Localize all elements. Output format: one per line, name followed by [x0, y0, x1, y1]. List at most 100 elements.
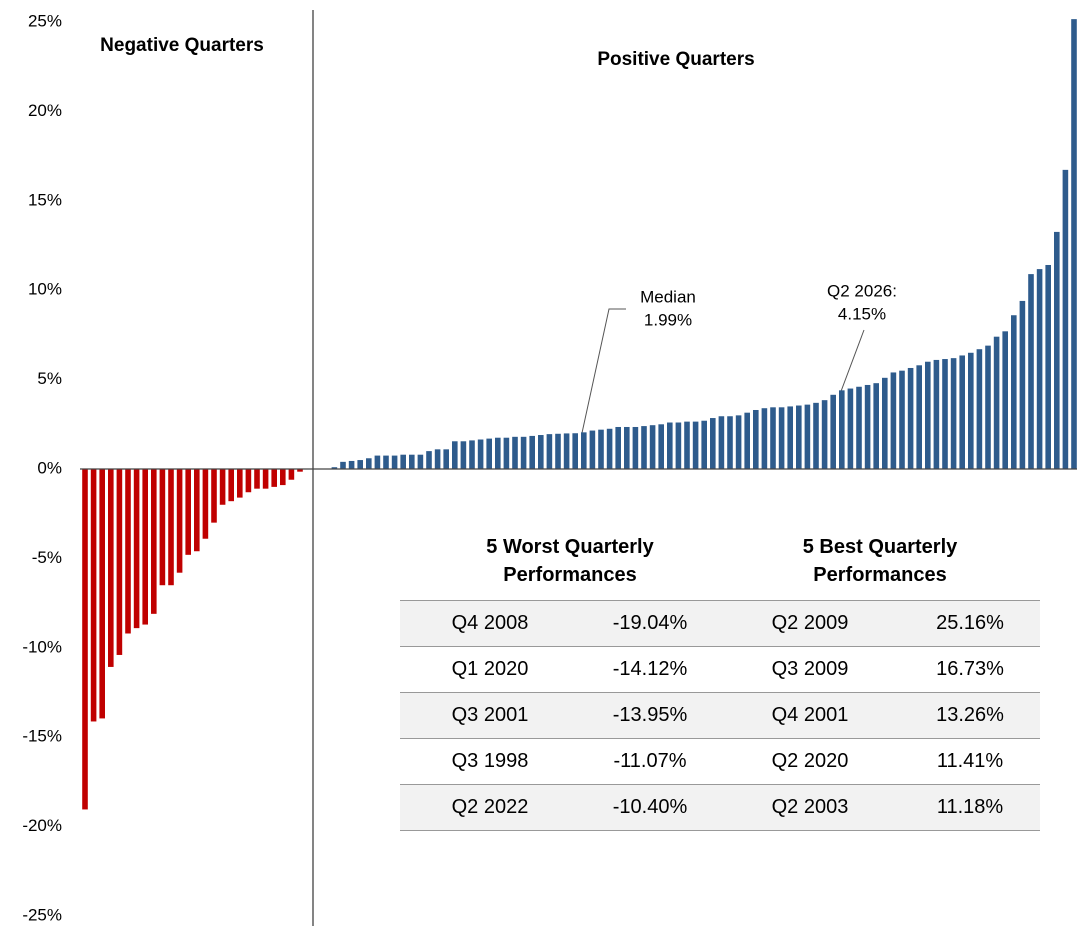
bar [667, 422, 673, 469]
bar [692, 421, 699, 469]
bar [864, 384, 871, 469]
bar [108, 469, 114, 667]
bar [469, 440, 475, 469]
bar [176, 469, 183, 573]
table-cell: 25.16% [900, 600, 1040, 647]
bar [606, 428, 613, 469]
bar [907, 367, 914, 469]
table-cell: 11.18% [900, 784, 1040, 831]
bar [254, 469, 260, 489]
leader-line [581, 308, 626, 434]
bar [116, 469, 123, 655]
table-row: Q2 2022 -10.40% Q2 2003 11.18% [400, 784, 1040, 831]
bar [839, 390, 845, 469]
bar [968, 352, 974, 469]
bar [297, 469, 303, 472]
section-label: Positive Quarters [597, 49, 754, 70]
bar [641, 426, 647, 469]
table-row: Q3 2001 -13.95% Q4 2001 13.26% [400, 692, 1040, 739]
bar [348, 460, 355, 469]
y-tick-label: -25% [22, 905, 62, 924]
bar [142, 469, 148, 625]
bar [701, 420, 707, 469]
bar [529, 435, 535, 469]
bar [649, 425, 656, 469]
table-cell: 16.73% [900, 646, 1040, 693]
table-cell: 11.41% [900, 738, 1040, 785]
bar [434, 449, 441, 469]
y-tick-label: 5% [37, 369, 62, 388]
bar [443, 449, 449, 469]
bar [847, 388, 854, 469]
leader-line [839, 329, 865, 395]
table-cell: -11.07% [580, 738, 720, 785]
bar [770, 407, 776, 469]
annotation: Q2 2026: [827, 281, 897, 300]
bar [331, 467, 338, 469]
bar [804, 404, 811, 469]
bar [228, 469, 234, 502]
bar [675, 422, 682, 469]
section-label: Negative Quarters [100, 35, 264, 56]
bar [409, 454, 415, 469]
bar [598, 429, 604, 469]
bar [787, 406, 793, 469]
bar [735, 415, 742, 469]
y-tick-label: -15% [22, 727, 62, 746]
bar [976, 349, 983, 469]
table-cell: Q1 2020 [400, 646, 580, 693]
table-cell: Q3 1998 [400, 738, 580, 785]
bar [159, 469, 166, 586]
bar [882, 377, 888, 469]
bar [486, 438, 492, 469]
bar [185, 469, 191, 555]
bar [581, 432, 587, 469]
bar [262, 469, 269, 489]
bar [538, 435, 544, 469]
bar [99, 469, 105, 719]
bar [374, 455, 381, 469]
y-tick-label: -20% [22, 816, 62, 835]
bar [744, 412, 750, 469]
bar [813, 402, 819, 469]
y-tick-label: 25% [28, 11, 62, 30]
bar [245, 469, 252, 493]
table-cell: Q2 2020 [720, 738, 900, 785]
bar [1054, 231, 1060, 469]
bar [366, 458, 372, 469]
table-cell: Q3 2009 [720, 646, 900, 693]
bar [211, 469, 217, 523]
bar [1019, 300, 1026, 469]
y-tick-label: 20% [28, 101, 62, 120]
bar [1045, 264, 1051, 469]
bar [830, 394, 836, 469]
bar [288, 469, 295, 480]
bar [82, 469, 88, 810]
bar [426, 451, 432, 469]
bar [555, 433, 561, 469]
bar [684, 421, 690, 469]
bar [1062, 169, 1069, 469]
table-cell: Q2 2003 [720, 784, 900, 831]
bar [400, 454, 406, 469]
bar [417, 454, 424, 469]
table-header: 5 Worst Quarterly Performances [486, 536, 654, 586]
bar [821, 400, 828, 469]
bar [520, 436, 527, 469]
bar [168, 469, 174, 586]
bar [125, 469, 131, 634]
y-tick-label: 10% [28, 280, 62, 299]
bar [727, 416, 733, 469]
bar [890, 372, 897, 469]
bar [778, 407, 785, 469]
table-cell: Q2 2022 [400, 784, 580, 831]
bar [856, 386, 862, 469]
table-cell: Q3 2001 [400, 692, 580, 739]
bar [460, 441, 467, 469]
table-cell: Q2 2009 [720, 600, 900, 647]
annotation: Median [640, 287, 696, 306]
bar [280, 469, 286, 486]
bar [563, 433, 570, 469]
bar [873, 383, 879, 469]
